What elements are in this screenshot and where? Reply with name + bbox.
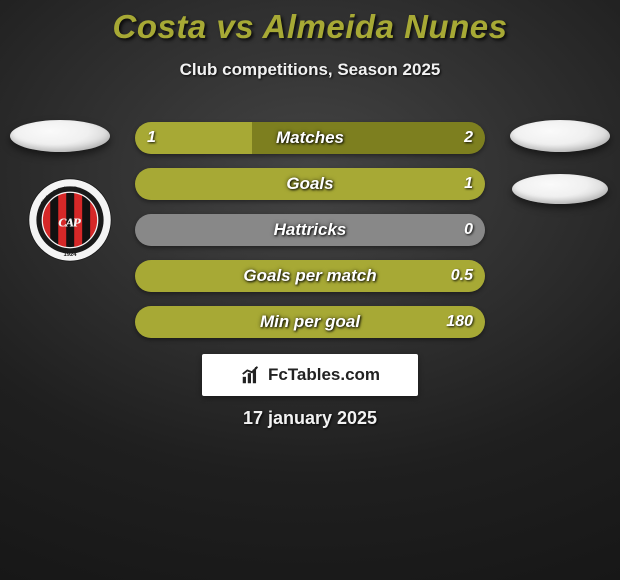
stat-row: Matches1 2 [135, 122, 485, 154]
svg-text:ᴄᴀᴘ: ᴄᴀᴘ [58, 212, 82, 231]
infographic-container: Costa vs Almeida Nunes Club competitions… [0, 0, 620, 580]
stat-value-right: 2 [464, 122, 473, 154]
stat-row: Goals per match0.5 [135, 260, 485, 292]
player-avatar-left [10, 120, 110, 152]
stat-label: Goals [135, 168, 485, 200]
svg-text:1924: 1924 [63, 252, 77, 258]
stat-value-right: 180 [446, 306, 473, 338]
stat-value-right: 0 [464, 214, 473, 246]
club-badge-left: Clube Atletico Paranaense 1924 ᴄᴀᴘ [28, 178, 112, 262]
stat-row: Min per goal180 [135, 306, 485, 338]
stats-bars: Matches12Goals1Hattricks0Goals per match… [135, 122, 485, 352]
page-title: Costa vs Almeida Nunes [0, 0, 620, 46]
date-line: 17 january 2025 [0, 408, 620, 429]
brand-box[interactable]: FcTables.com [202, 354, 418, 396]
stat-value-right: 1 [464, 168, 473, 200]
stat-label: Min per goal [135, 306, 485, 338]
player-avatar-right [510, 120, 610, 152]
stat-row: Hattricks0 [135, 214, 485, 246]
stat-label: Matches [135, 122, 485, 154]
stat-label: Goals per match [135, 260, 485, 292]
club-avatar-right [512, 174, 608, 204]
stat-row: Goals1 [135, 168, 485, 200]
stat-value-right: 0.5 [451, 260, 473, 292]
brand-text: FcTables.com [268, 365, 380, 385]
season-subtitle: Club competitions, Season 2025 [0, 60, 620, 80]
stat-value-left: 1 [147, 122, 156, 154]
chart-icon [240, 364, 262, 386]
stat-label: Hattricks [135, 214, 485, 246]
